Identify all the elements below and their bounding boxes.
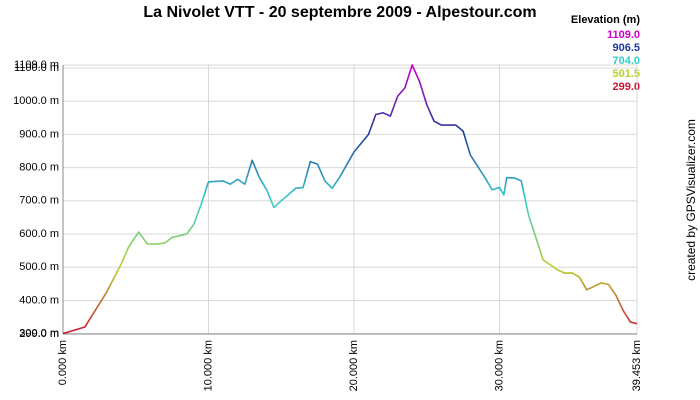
- y-tick-label: 299.0 m: [19, 328, 59, 340]
- x-tick-label: 0.000 km: [57, 340, 69, 385]
- x-tick-label: 39.453 km: [631, 340, 643, 391]
- y-tick-label: 1100.0 m: [14, 62, 59, 74]
- y-tick-label: 1109.0 m: [14, 59, 59, 71]
- legend-value: 704.0: [612, 55, 640, 67]
- credit: created by GPSVisualizer.com: [684, 119, 698, 281]
- legend-title: Elevation (m): [571, 14, 640, 26]
- y-tick-label: 500.0 m: [19, 261, 59, 273]
- y-tick-label: 300.0 m: [19, 328, 59, 340]
- y-tick-label: 800.0 m: [19, 162, 59, 174]
- y-tick-label: 600.0 m: [19, 228, 59, 240]
- elevation-line: [62, 64, 638, 335]
- y-tick-label: 700.0 m: [19, 195, 59, 207]
- y-tick-label: 400.0 m: [19, 294, 59, 306]
- legend-value: 501.5: [612, 68, 640, 80]
- y-tick-label: 900.0 m: [19, 128, 59, 140]
- x-tick-label: 20.000 km: [348, 340, 360, 391]
- legend-value: 299.0: [612, 81, 640, 93]
- x-tick-label: 30.000 km: [493, 340, 505, 391]
- x-tick-label: 10.000 km: [202, 340, 214, 391]
- legend-value: 906.5: [612, 42, 640, 54]
- chart-title: La Nivolet VTT - 20 septembre 2009 - Alp…: [143, 4, 536, 21]
- legend-value: 1109.0: [607, 29, 640, 41]
- y-tick-label: 1000.0 m: [13, 95, 59, 107]
